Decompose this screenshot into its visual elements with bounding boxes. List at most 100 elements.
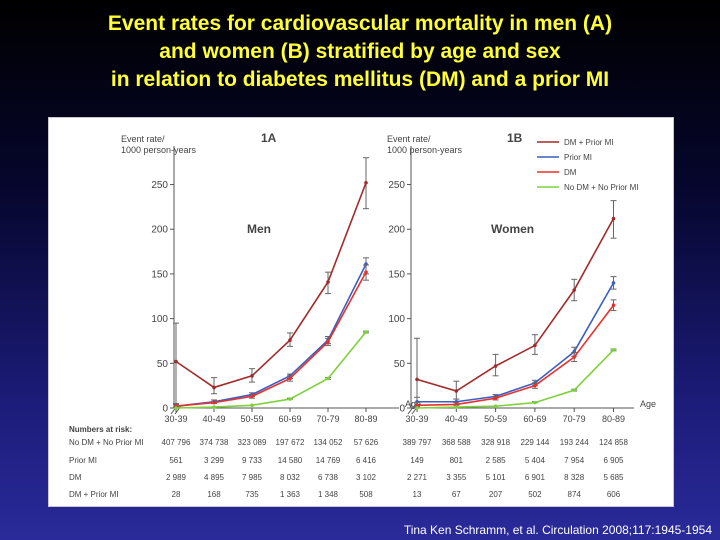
data-point-b-2: [454, 402, 459, 407]
numbers-at-risk-value-a: 735: [245, 490, 259, 499]
numbers-at-risk-value-a: 197 672: [276, 438, 305, 447]
numbers-at-risk-value-b: 8 328: [564, 473, 585, 482]
numbers-at-risk-row-label: DM: [69, 473, 82, 482]
data-point-b-0: [415, 377, 419, 382]
numbers-at-risk-value-a: 28: [172, 490, 181, 499]
numbers-at-risk-row-label: DM + Prior MI: [69, 490, 119, 499]
citation: Tina Ken Schramm, et al. Circulation 200…: [403, 523, 712, 537]
numbers-at-risk-value-b: 6 901: [525, 473, 546, 482]
numbers-at-risk-value-b: 7 954: [564, 456, 585, 465]
numbers-at-risk-value-a: 9 733: [242, 456, 263, 465]
series-line-b-3: [416, 349, 615, 409]
numbers-at-risk-value-a: 57 626: [354, 438, 379, 447]
numbers-at-risk-value-a: 323 089: [238, 438, 267, 447]
data-point-a-0: [174, 359, 178, 364]
y-tick-label-a: 50: [157, 359, 169, 370]
x-tick-label-b: 50-59: [484, 414, 507, 424]
data-point-b-0: [454, 389, 459, 393]
series-line-b-0: [416, 218, 615, 392]
data-point-b-2: [415, 403, 419, 408]
data-point-a-3: [174, 406, 178, 410]
numbers-at-risk-value-b: 3 355: [446, 473, 467, 482]
numbers-at-risk-value-b: 368 588: [442, 438, 471, 447]
numbers-at-risk-value-b: 502: [528, 490, 542, 499]
series-line-b-2: [416, 304, 615, 407]
numbers-at-risk-value-b: 5 101: [486, 473, 507, 482]
y-tick-label-b: 100: [388, 314, 405, 325]
x-tick-label-b: 40-49: [445, 414, 468, 424]
data-point-b-2: [533, 383, 537, 388]
x-tick-label-a: 80-89: [354, 414, 377, 424]
data-point-a-3: [364, 330, 368, 334]
data-point-b-2: [572, 355, 576, 359]
y-tick-label-a: 100: [151, 314, 168, 325]
numbers-at-risk-value-a: 3 102: [356, 473, 377, 482]
numbers-at-risk-value-a: 1 348: [318, 490, 339, 499]
data-point-b-2: [611, 303, 616, 308]
numbers-at-risk-value-a: 561: [169, 456, 183, 465]
legend-label-3: No DM + No Prior MI: [564, 183, 638, 192]
numbers-at-risk-value-b: 2 271: [407, 473, 428, 482]
numbers-at-risk-value-a: 1 363: [280, 490, 301, 499]
legend-label-1: Prior MI: [564, 153, 592, 162]
panel-title-b: 1B: [507, 131, 523, 145]
y-axis-label-b: Event rate/: [387, 134, 431, 144]
data-point-b-3: [493, 404, 498, 409]
data-point-a-2: [212, 400, 216, 405]
y-tick-label-a: 150: [151, 269, 168, 280]
data-point-a-3: [288, 397, 292, 401]
data-point-a-3: [326, 376, 330, 381]
numbers-at-risk-value-b: 229 144: [520, 438, 549, 447]
y-tick-label-b: 0: [399, 404, 405, 415]
data-point-a-3: [250, 403, 254, 408]
numbers-at-risk-value-b: 5 404: [525, 456, 546, 465]
y-tick-label-b: 50: [394, 359, 406, 370]
numbers-at-risk-value-b: 193 244: [560, 438, 589, 447]
y-tick-label-a: 200: [151, 225, 168, 236]
data-point-b-3: [415, 406, 419, 410]
y-axis-label-b: 1000 person-years: [387, 145, 463, 155]
y-tick-label-b: 200: [388, 225, 405, 236]
data-point-a-0: [288, 338, 292, 342]
numbers-at-risk-value-a: 508: [359, 490, 373, 499]
axis-break-b: [407, 405, 415, 415]
numbers-at-risk-value-b: 67: [452, 490, 461, 499]
data-point-b-0: [611, 216, 616, 221]
legend-label-2: DM: [564, 168, 577, 177]
numbers-at-risk-value-b: 207: [489, 490, 503, 499]
title-line-2: and women (B) stratified by age and sex: [159, 40, 561, 63]
x-tick-label-b: 80-89: [602, 414, 625, 424]
numbers-at-risk-value-a: 8 032: [280, 473, 301, 482]
numbers-at-risk-value-a: 14 769: [316, 456, 341, 465]
numbers-at-risk-value-b: 5 685: [603, 473, 624, 482]
data-point-b-3: [611, 348, 616, 352]
data-point-b-3: [454, 405, 459, 409]
x-tick-label-a: 60-69: [278, 414, 301, 424]
series-line-a-2: [175, 271, 367, 408]
numbers-at-risk-value-b: 801: [450, 456, 464, 465]
y-axis-label-a: 1000 person-years: [121, 145, 197, 155]
numbers-at-risk-value-b: 328 918: [481, 438, 510, 447]
x-tick-label-b: 60-69: [523, 414, 546, 424]
numbers-at-risk-value-b: 606: [607, 490, 621, 499]
series-line-a-1: [175, 263, 367, 408]
x-axis-label-b: Age: [640, 399, 656, 409]
numbers-at-risk-value-a: 2 989: [166, 473, 187, 482]
data-point-a-0: [326, 280, 330, 284]
numbers-at-risk-title: Numbers at risk:: [69, 425, 132, 434]
title-line-1: Event rates for cardiovascular mortality…: [107, 12, 613, 35]
numbers-at-risk-row-label: Prior MI: [69, 456, 97, 465]
x-tick-label-a: 50-59: [240, 414, 263, 424]
data-point-a-0: [212, 385, 216, 390]
y-axis-label-a: Event rate/: [121, 134, 165, 144]
data-point-b-0: [572, 288, 576, 292]
numbers-at-risk-value-b: 124 858: [599, 438, 628, 447]
numbers-at-risk-value-b: 149: [410, 456, 424, 465]
numbers-at-risk-value-a: 14 580: [278, 456, 303, 465]
numbers-at-risk-value-a: 374 738: [200, 438, 229, 447]
figure-panel: 0 50 100 150 200 250 Event rate/1000 person-ye…: [48, 117, 674, 507]
series-line-a-3: [175, 331, 367, 409]
panel-label-a: Men: [247, 222, 271, 236]
data-point-a-2: [326, 340, 330, 344]
series-line-a-0: [175, 182, 367, 389]
